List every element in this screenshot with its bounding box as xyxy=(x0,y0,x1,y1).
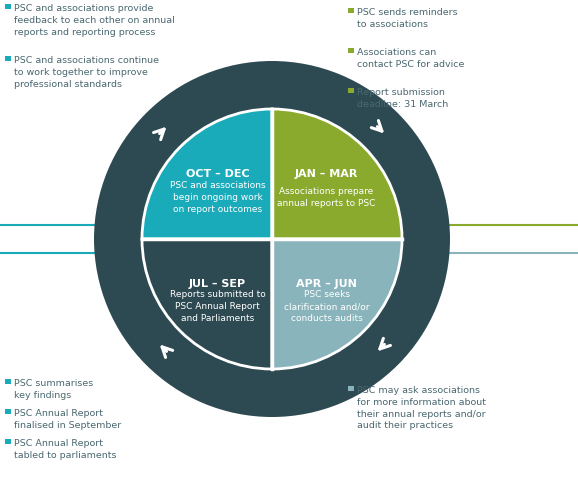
Text: Report submission
deadline: 31 March: Report submission deadline: 31 March xyxy=(357,88,449,109)
Text: PSC summarises
key findings: PSC summarises key findings xyxy=(14,379,93,400)
Bar xyxy=(348,88,354,93)
Text: Associations prepare
annual reports to PSC: Associations prepare annual reports to P… xyxy=(277,187,376,208)
Text: APR – JUN: APR – JUN xyxy=(296,279,357,289)
Text: OCT – DEC: OCT – DEC xyxy=(186,169,249,179)
Text: PSC sends reminders
to associations: PSC sends reminders to associations xyxy=(357,8,458,29)
Wedge shape xyxy=(142,109,272,239)
Text: Associations can
contact PSC for advice: Associations can contact PSC for advice xyxy=(357,48,464,69)
Bar xyxy=(5,56,10,61)
Wedge shape xyxy=(272,239,402,369)
Bar xyxy=(348,48,354,53)
Text: PSC may ask associations
for more information about
their annual reports and/or
: PSC may ask associations for more inform… xyxy=(357,386,486,431)
Bar xyxy=(5,378,10,384)
Bar xyxy=(5,3,10,9)
Wedge shape xyxy=(94,61,450,417)
Text: PSC seeks
clarification and/or
conducts audits: PSC seeks clarification and/or conducts … xyxy=(284,290,369,323)
Text: PSC Annual Report
tabled to parliaments: PSC Annual Report tabled to parliaments xyxy=(14,439,117,460)
Bar xyxy=(5,409,10,414)
Text: Reports submitted to
PSC Annual Report
and Parliaments: Reports submitted to PSC Annual Report a… xyxy=(169,290,265,323)
Text: JAN – MAR: JAN – MAR xyxy=(295,169,358,179)
Wedge shape xyxy=(272,109,402,239)
Text: PSC and associations provide
feedback to each other on annual
reports and report: PSC and associations provide feedback to… xyxy=(14,4,175,37)
Bar xyxy=(5,438,10,444)
Text: PSC and associations continue
to work together to improve
professional standards: PSC and associations continue to work to… xyxy=(14,56,159,89)
Text: JUL – SEP: JUL – SEP xyxy=(189,279,246,289)
Wedge shape xyxy=(142,239,272,369)
Bar xyxy=(348,7,354,13)
Bar xyxy=(348,386,354,391)
Text: PSC and associations
begin ongoing work
on report outcomes: PSC and associations begin ongoing work … xyxy=(169,181,265,214)
Text: PSC Annual Report
finalised in September: PSC Annual Report finalised in September xyxy=(14,409,121,430)
